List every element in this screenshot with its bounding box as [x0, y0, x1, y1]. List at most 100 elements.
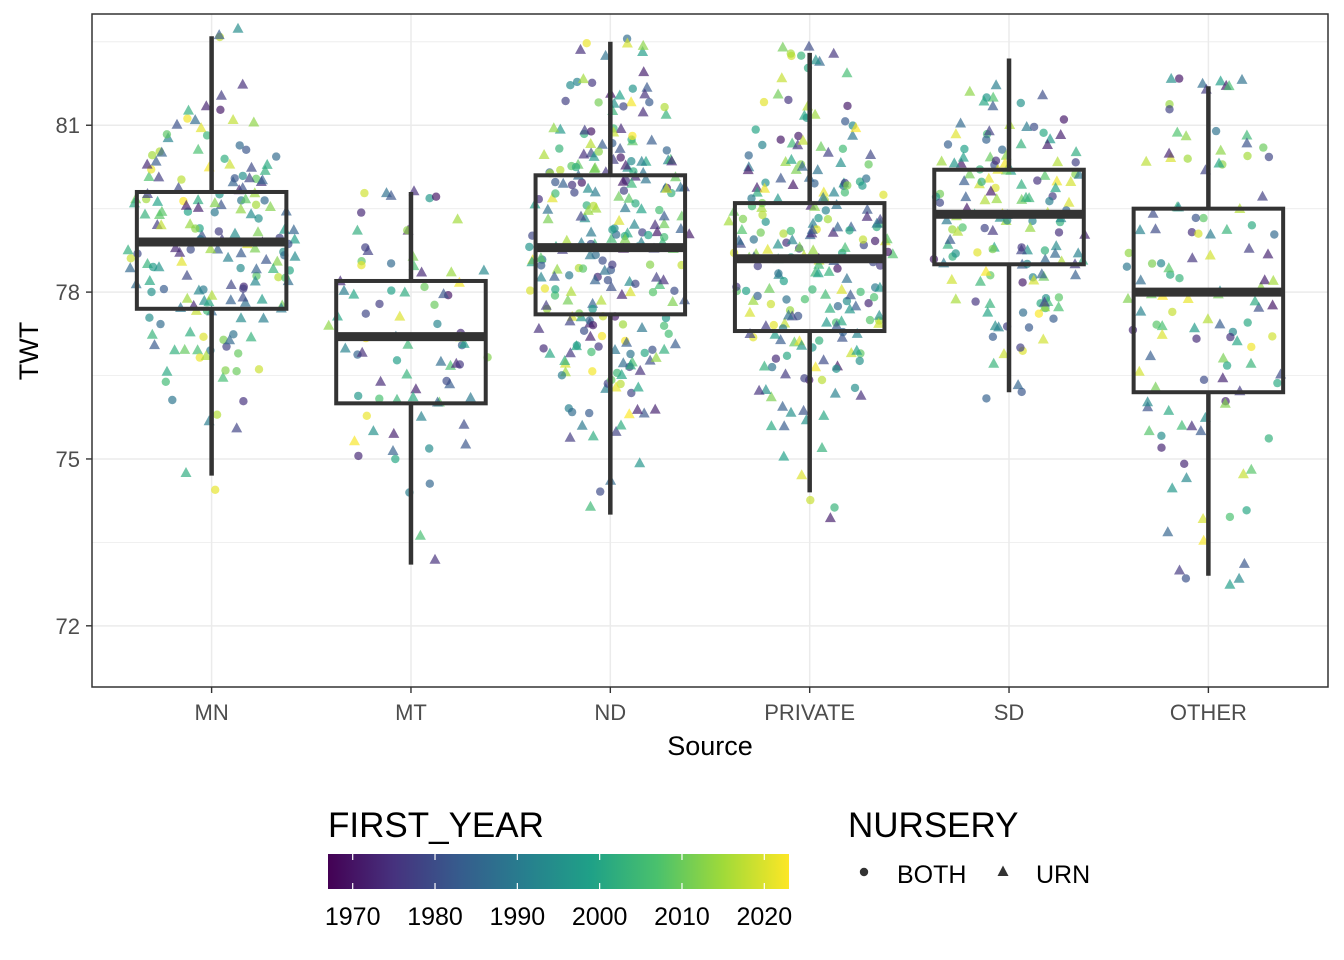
data-point-triangle — [1163, 262, 1175, 273]
data-point-triangle — [1122, 292, 1134, 303]
color-legend: FIRST_YEAR 1970 1980 1990 2000 2010 2020 — [325, 806, 792, 931]
legend-label-both: BOTH — [897, 861, 966, 889]
data-point-triangle — [958, 175, 970, 186]
data-point-triangle — [544, 347, 556, 358]
data-point-triangle — [936, 155, 948, 166]
data-point-circle — [943, 140, 953, 149]
data-point-triangle — [169, 344, 181, 355]
data-point-triangle — [1267, 299, 1279, 310]
box-sd — [932, 58, 1086, 393]
data-point-triangle — [217, 371, 229, 382]
data-point-triangle — [742, 164, 754, 175]
data-point-triangle — [723, 215, 735, 226]
data-point-triangle — [139, 208, 151, 219]
data-point-circle — [272, 152, 281, 161]
data-point-triangle — [616, 369, 628, 379]
data-point-triangle — [952, 225, 964, 236]
data-point-circle — [220, 154, 229, 163]
data-point-circle — [631, 279, 640, 288]
data-point-triangle — [1143, 425, 1155, 436]
data-point-triangle — [249, 242, 261, 253]
plot-border — [91, 13, 1329, 688]
data-point-triangle — [1181, 472, 1192, 483]
data-point-triangle — [610, 425, 622, 436]
data-point-triangle — [753, 384, 765, 395]
data-point-triangle — [559, 355, 571, 365]
data-point-triangle — [790, 163, 802, 174]
data-point-circle — [594, 98, 603, 107]
data-point-triangle — [836, 315, 847, 326]
data-point-triangle — [792, 139, 804, 150]
data-point-triangle — [818, 354, 830, 365]
data-point-triangle — [1015, 138, 1027, 149]
data-point-triangle — [192, 344, 204, 355]
data-point-triangle — [841, 67, 853, 78]
box-iqr — [1131, 206, 1286, 395]
data-point-triangle — [348, 288, 360, 299]
data-point-triangle — [445, 266, 457, 277]
data-point-triangle — [946, 273, 958, 284]
data-point-triangle — [828, 47, 840, 58]
data-point-triangle — [822, 146, 834, 157]
data-point-triangle — [289, 233, 301, 244]
data-point-circle — [865, 315, 875, 325]
data-point-triangle — [184, 326, 196, 337]
data-point-triangle — [616, 288, 628, 299]
data-point-triangle — [1215, 144, 1227, 155]
data-point-triangle — [435, 355, 447, 366]
data-point-triangle — [192, 143, 204, 154]
data-point-circle — [251, 200, 261, 209]
data-point-circle — [556, 165, 565, 175]
data-point-triangle — [401, 368, 413, 379]
data-point-circle — [660, 102, 669, 112]
data-point-triangle — [751, 181, 763, 192]
data-point-circle — [354, 451, 363, 461]
data-point-triangle — [1051, 175, 1063, 186]
data-point-triangle — [944, 233, 956, 244]
data-point-triangle — [1050, 182, 1062, 193]
data-point-circle — [645, 98, 654, 107]
data-point-triangle — [1221, 223, 1233, 234]
data-point-triangle — [460, 438, 472, 449]
data-point-circle — [375, 299, 384, 309]
data-point-triangle — [245, 208, 257, 219]
data-point-circle — [555, 144, 564, 153]
data-point-triangle — [161, 365, 173, 376]
colorbar-ticks: 1970 1980 1990 2000 2010 2020 — [325, 854, 792, 931]
data-point-circle — [202, 131, 212, 140]
data-point-triangle — [1214, 318, 1226, 329]
data-point-circle — [753, 261, 762, 271]
data-point-triangle — [666, 155, 678, 166]
data-point-triangle — [775, 334, 787, 345]
data-point-circle — [766, 299, 776, 309]
data-point-circle — [1268, 332, 1277, 341]
data-point-triangle — [637, 39, 649, 50]
data-point-triangle — [615, 419, 627, 430]
data-point-triangle — [394, 310, 406, 321]
data-point-circle — [845, 226, 854, 235]
data-point-triangle — [1135, 305, 1147, 316]
data-point-triangle — [640, 173, 652, 184]
data-point-triangle — [615, 123, 627, 133]
colorbar-tick-label: 1980 — [407, 903, 463, 931]
data-point-triangle — [203, 296, 215, 307]
data-point-triangle — [1142, 401, 1154, 412]
data-point-triangle — [152, 195, 164, 206]
data-point-circle — [982, 135, 991, 144]
data-point-triangle — [565, 285, 577, 296]
data-point-circle — [561, 96, 570, 106]
data-point-circle — [823, 215, 833, 224]
data-point-triangle — [1162, 526, 1174, 537]
data-point-triangle — [576, 419, 588, 430]
data-point-triangle — [1156, 320, 1168, 331]
data-point-circle — [354, 391, 363, 401]
box-nd — [533, 41, 688, 515]
data-point-triangle — [288, 224, 300, 235]
data-point-circle — [862, 174, 871, 183]
data-point-triangle — [983, 172, 995, 183]
data-point-triangle — [1262, 248, 1274, 259]
data-point-triangle — [1039, 169, 1051, 180]
data-point-circle — [392, 356, 402, 365]
data-point-circle — [832, 364, 841, 373]
data-point-triangle — [579, 124, 591, 135]
